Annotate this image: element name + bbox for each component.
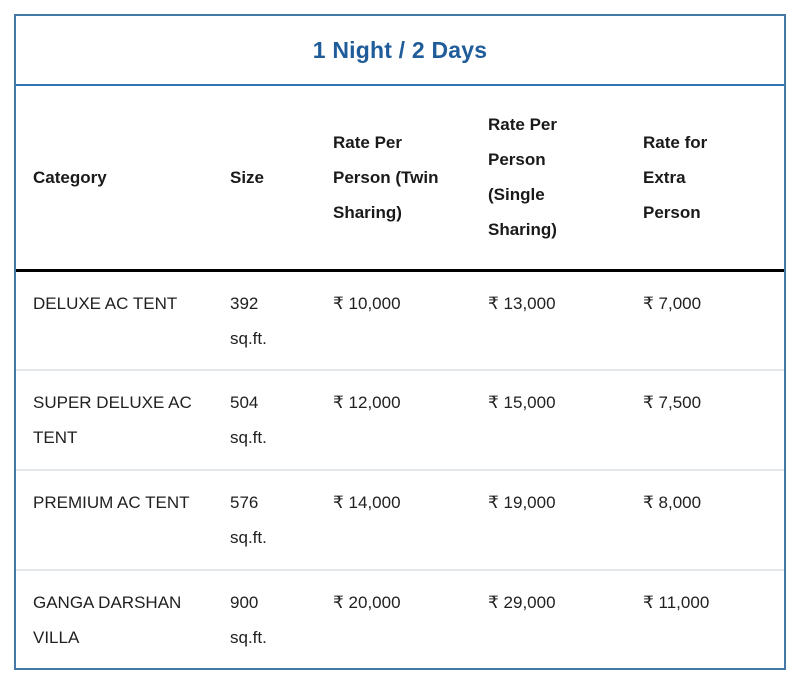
column-header-size: Size [230,86,333,272]
size-cell: 504 sq.ft. [230,370,333,471]
size-unit: sq.ft. [230,328,267,348]
rate-single-cell: ₹ 29,000 [488,593,556,612]
table-header: Category Size Rate Per Person (Twin Shar… [16,86,784,272]
header-row: Category Size Rate Per Person (Twin Shar… [16,86,784,272]
table-row: GANGA DARSHAN VILLA 900 sq.ft. ₹ 20,000 … [16,570,784,668]
size-cell: 392 sq.ft. [230,270,333,371]
size-unit: sq.ft. [230,428,267,447]
size-value: 576 [230,493,259,512]
rate-twin-cell: ₹ 12,000 [333,370,488,471]
rate-extra-cell: ₹ 8,000 [643,470,784,571]
size-value: 900 [230,593,259,612]
title-bar: 1 Night / 2 Days [16,16,784,86]
size-value: 392 [230,293,259,313]
size-value: 504 [230,393,259,412]
table-row: PREMIUM AC TENT 576 sq.ft. ₹ 14,000 ₹ 19… [16,470,784,571]
table-row: DELUXE AC TENT 392 sq.ft. ₹ 10,000 ₹ 13,… [16,270,784,371]
category-cell: GANGA DARSHAN VILLA [33,593,182,647]
rate-extra-cell: ₹ 7,500 [643,370,784,471]
table-row: SUPER DELUXE AC TENT 504 sq.ft. ₹ 12,000… [16,370,784,471]
column-header-category: Category [16,86,230,272]
size-unit: sq.ft. [230,628,267,647]
category-cell: SUPER DELUXE AC TENT [16,370,230,471]
rate-twin-cell: ₹ 20,000 [333,593,401,612]
rate-single-cell: ₹ 13,000 [488,270,643,371]
size-cell: 900 sq.ft. [230,570,333,668]
rate-extra-cell: ₹ 11,000 [643,593,710,612]
size-cell: 576 sq.ft. [230,470,333,571]
rate-twin-cell: ₹ 10,000 [333,270,488,371]
rate-extra-cell: ₹ 7,000 [643,270,784,371]
column-header-rate-extra: Rate for Extra Person [643,86,784,272]
rate-twin-cell: ₹ 14,000 [333,470,488,571]
rate-single-cell: ₹ 19,000 [488,470,643,571]
rate-single-cell: ₹ 15,000 [488,370,643,471]
pricing-table: Category Size Rate Per Person (Twin Shar… [16,86,784,668]
size-unit: sq.ft. [230,528,267,547]
table-body: DELUXE AC TENT 392 sq.ft. ₹ 10,000 ₹ 13,… [16,270,784,668]
column-header-rate-twin: Rate Per Person (Twin Sharing) [333,86,488,272]
pricing-card: 1 Night / 2 Days Category Size Rate Per … [14,14,786,670]
column-header-rate-single: Rate Per Person (Single Sharing) [488,86,643,272]
table-title: 1 Night / 2 Days [312,36,488,63]
category-cell: DELUXE AC TENT [16,270,230,371]
category-cell: PREMIUM AC TENT [16,470,230,571]
